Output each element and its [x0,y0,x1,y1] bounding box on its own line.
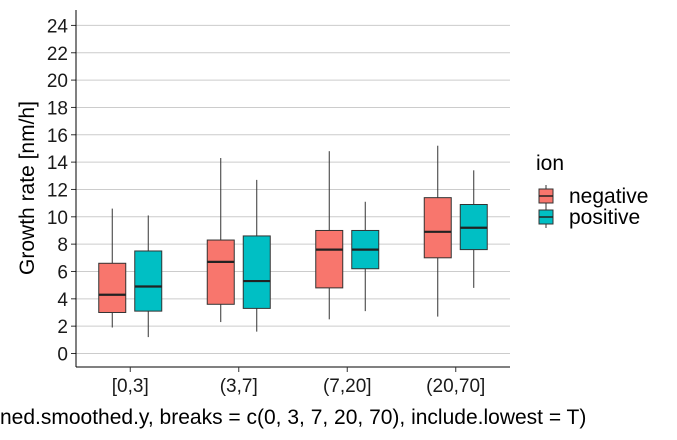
box-negative [423,145,452,317]
y-tick-label: 0 [57,345,68,366]
box-iqr [134,250,163,312]
box-iqr [242,235,271,309]
legend-item-negative: negative [538,185,648,208]
box-series [98,145,488,338]
x-tick-label: (3,7] [220,376,258,397]
box-positive [459,170,488,288]
y-tick-label: 12 [47,180,68,201]
box-iqr [206,239,235,305]
x-tick-label: [0,3] [112,376,149,397]
box-iqr [98,262,127,313]
box-positive [242,179,271,332]
box-iqr [423,197,452,259]
y-tick-label: 16 [47,126,68,147]
y-tick-label: 20 [47,71,68,92]
box-negative [315,151,344,320]
box-iqr [315,229,344,289]
y-tick-label: 24 [47,16,69,37]
legend-label: positive [569,206,640,229]
y-axis-title: Growth rate [nm/h] [16,101,39,275]
x-axis-title: ned.smoothed.y, breaks = c(0, 3, 7, 20, … [0,406,586,429]
y-tick-label: 2 [57,317,68,338]
y-tick-label: 18 [47,98,68,119]
x-tick-label: (7,20] [323,376,372,397]
y-tick-label: 4 [57,290,68,311]
box-negative [98,208,127,328]
y-tick-label: 22 [47,44,68,65]
legend-item-positive: positive [538,206,640,229]
y-tick-label: 6 [57,262,68,283]
x-tick-label: (20,70] [426,376,485,397]
legend-title: ion [536,152,564,175]
box-positive [351,201,380,312]
box-positive [134,215,163,338]
y-tick-label: 10 [47,208,68,229]
y-tick-label: 8 [57,235,68,256]
legend-label: negative [569,185,648,208]
y-tick-label: 14 [47,153,69,174]
box-negative [206,158,235,323]
